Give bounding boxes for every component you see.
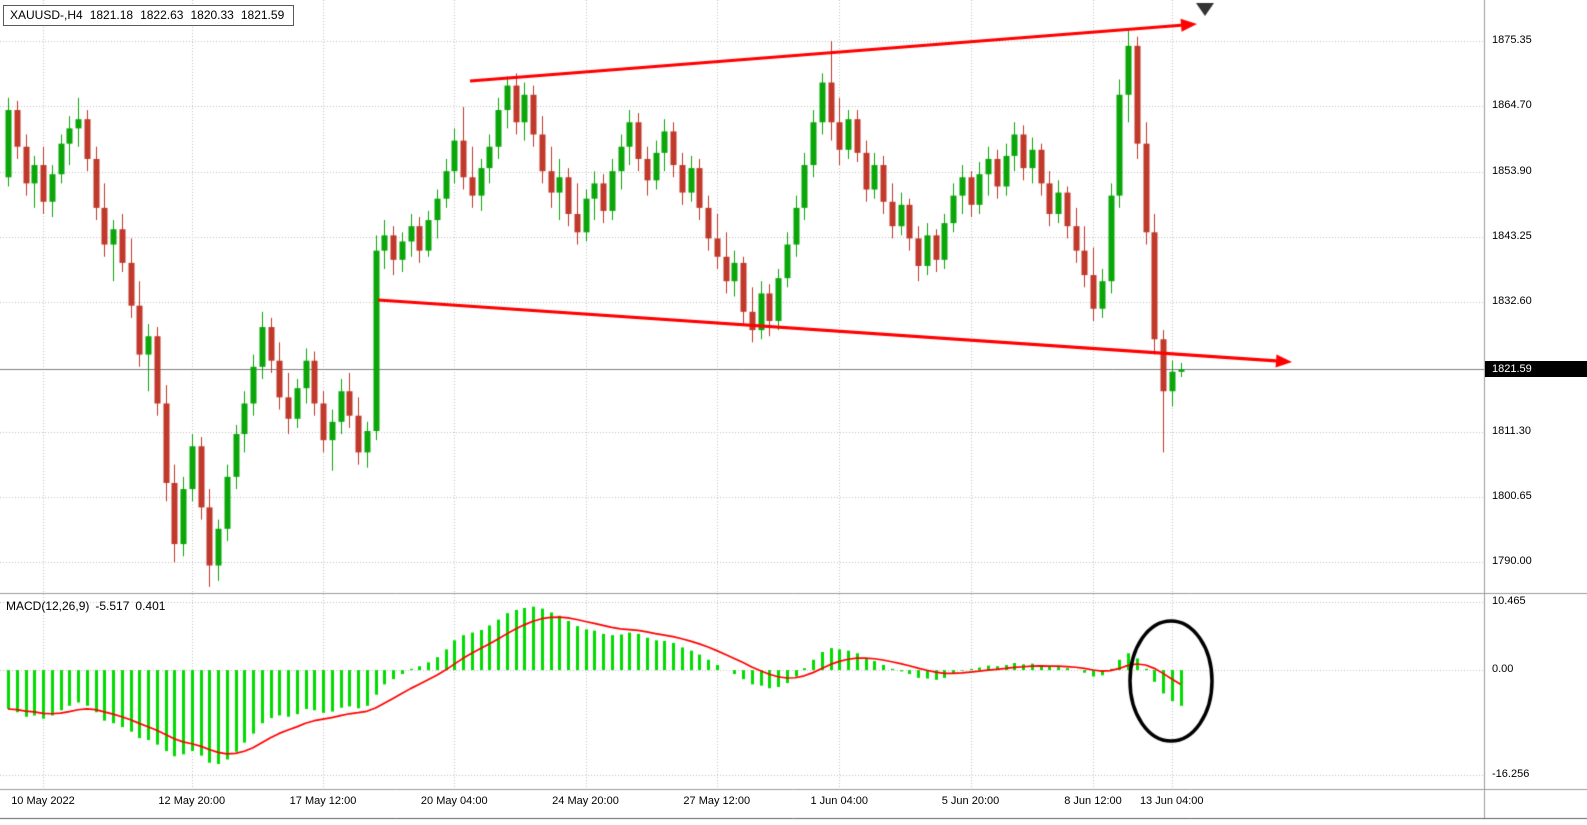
price-axis-label: 1811.30 [1492,425,1531,438]
price-axis-label: 1875.35 [1492,33,1532,46]
time-axis-label: 20 May 04:00 [420,795,488,807]
time-axis-label: 17 May 12:00 [289,795,357,807]
macd-axis-label: -16.256 [1492,768,1530,781]
time-axis-label: 27 May 12:00 [683,795,751,807]
close-value: 1821.59 [240,8,285,22]
time-axis-label: 5 Jun 20:00 [941,795,1000,807]
price-axis-label: 1864.70 [1492,98,1532,111]
time-axis-label: 24 May 20:00 [552,795,619,807]
high-value: 1822.63 [140,8,184,22]
current-price-value: 1821.59 [1492,363,1532,376]
symbol-timeframe: XAUUSD-,H4 [10,8,83,22]
macd-axis-label: 0.00 [1492,663,1514,676]
price-axis-label: 1790.00 [1492,555,1532,568]
macd-indicator-label: MACD(12,26,9) -5.517 0.401 [6,599,171,613]
macd-signal-value: 0.401 [135,599,166,613]
time-axis-label: 13 Jun 04:00 [1139,795,1204,807]
time-axis-label: 10 May 2022 [11,795,75,807]
price-axis-label: 1843.25 [1492,229,1532,242]
low-value: 1820.33 [190,8,234,22]
macd-main-value: -5.517 [95,599,130,613]
ohlc-header: XAUUSD-,H4 1821.18 1822.63 1820.33 1821.59 [3,5,295,26]
current-price-tag: 1821.59 [1485,361,1587,378]
price-axis-label: 1853.90 [1492,164,1532,177]
open-value: 1821.18 [89,8,134,22]
price-axis-label: 1800.65 [1492,490,1532,503]
macd-axis-label: 10.465 [1492,595,1526,608]
time-axis-label: 1 Jun 04:00 [810,795,869,807]
macd-params: MACD(12,26,9) [6,599,90,613]
time-axis-label: 8 Jun 12:00 [1064,795,1122,807]
price-axis-label: 1832.60 [1492,295,1532,307]
time-axis-label: 12 May 20:00 [158,795,226,807]
